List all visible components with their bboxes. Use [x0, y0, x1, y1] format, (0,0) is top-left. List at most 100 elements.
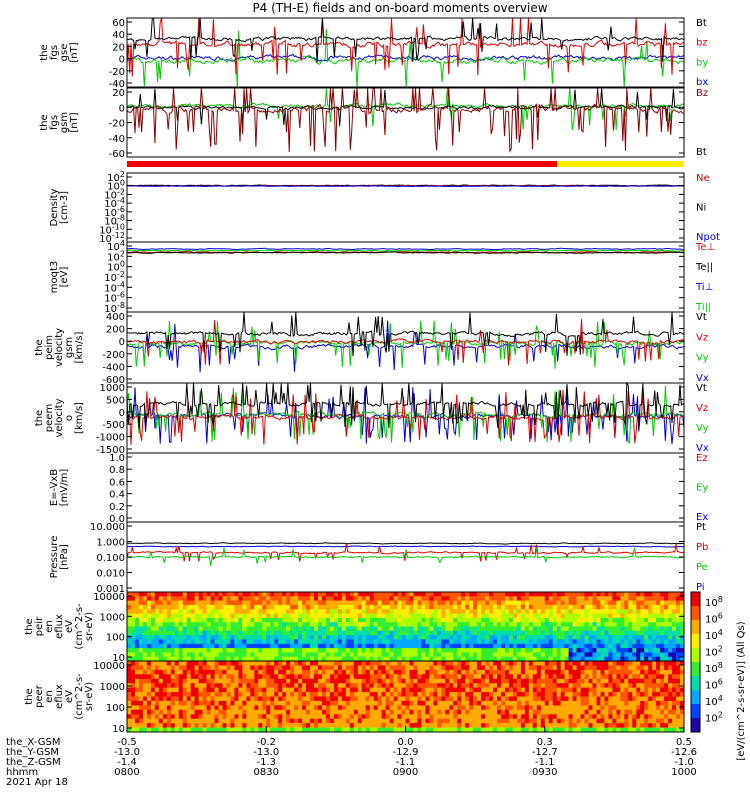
spectro-cell: [524, 669, 530, 675]
spectro-cell: [656, 678, 661, 684]
spectro-cell: [628, 727, 633, 733]
spectro-cell: [345, 613, 351, 619]
spectro-cell: [548, 613, 554, 619]
spectro-cell: [353, 669, 359, 675]
spectro-cell: [286, 674, 291, 680]
spectro-cell: [397, 696, 402, 702]
spectro-cell: [369, 700, 375, 706]
spectro-cell: [497, 643, 502, 649]
spectro-cell: [477, 661, 482, 666]
spectro-cell: [572, 709, 577, 715]
spectro-cell: [636, 678, 641, 684]
spectro-cell: [512, 714, 518, 720]
spectro-cell: [154, 714, 160, 720]
spectro-cell: [592, 630, 597, 636]
spectro-cell: [425, 643, 430, 649]
spectro-cell: [664, 592, 669, 597]
spectro-cell: [131, 639, 136, 645]
spectro-cell: [624, 683, 629, 688]
spectro-cell: [485, 700, 490, 706]
spectro-cell: [218, 617, 223, 623]
spectro-cell: [505, 683, 510, 688]
spectro-cell: [449, 696, 454, 702]
spectro-cell: [568, 592, 573, 597]
spectro-cell: [628, 643, 633, 649]
spectro-cell: [146, 714, 152, 720]
spectro-cell: [672, 613, 677, 619]
spectro-cell: [250, 604, 255, 610]
spectro-cell: [393, 626, 398, 632]
spectro-cell: [548, 700, 554, 706]
spectro-cell: [516, 617, 522, 623]
spectro-cell: [365, 609, 371, 614]
spectro-cell: [405, 600, 410, 606]
y-tick-label: 0.6: [109, 477, 125, 488]
spectro-cell: [664, 635, 669, 640]
spectro-cell: [564, 705, 569, 711]
spectro-cell: [636, 674, 641, 680]
spectro-cell: [481, 604, 486, 610]
spectro-cell: [135, 592, 140, 597]
spectro-cell: [135, 643, 140, 649]
spectro-cell: [377, 592, 382, 597]
spectro-cell: [485, 630, 490, 636]
spectro-cell: [457, 635, 462, 640]
spectro-cell: [612, 617, 617, 623]
spectro-cell: [222, 604, 227, 610]
spectro-cell: [508, 639, 514, 645]
spectro-cell: [544, 723, 550, 728]
spectro-cell: [254, 683, 259, 688]
spectro-cell: [234, 648, 239, 653]
spectro-cell: [349, 622, 355, 627]
spectro-cell: [429, 665, 434, 671]
spectro-cell: [222, 674, 227, 680]
spectro-cell: [357, 609, 363, 614]
spectro-cell: [306, 596, 311, 601]
spectro-cell: [142, 705, 148, 711]
spectro-cell: [385, 622, 390, 627]
spectro-cell: [206, 656, 211, 662]
spectro-cell: [536, 639, 542, 645]
spectro-cell: [644, 617, 649, 623]
spectro-cell: [636, 622, 641, 627]
spectro-cell: [469, 687, 474, 693]
spectro-cell: [397, 665, 402, 671]
spectro-cell: [246, 661, 251, 666]
spectro-cell: [385, 648, 390, 653]
x-row-value: -12.9: [393, 747, 419, 758]
spectro-cell: [425, 617, 430, 623]
y-tick-label: -500: [102, 420, 125, 431]
spectro-cell: [389, 661, 394, 666]
spectro-cell: [485, 665, 490, 671]
spectro-cell: [620, 652, 625, 658]
spectro-cell: [572, 674, 577, 680]
spectro-cell: [186, 648, 192, 653]
spectro-cell: [409, 630, 414, 636]
spectro-cell: [417, 687, 422, 693]
spectro-cell: [664, 665, 669, 671]
spectro-cell: [465, 604, 470, 610]
spectro-cell: [672, 687, 677, 693]
spectro-cell: [170, 617, 176, 623]
spectro-cell: [154, 700, 160, 706]
spectro-cell: [170, 648, 176, 653]
spectro-cell: [656, 683, 661, 688]
spectro-cell: [401, 626, 406, 632]
spectro-cell: [600, 661, 605, 666]
spectro-cell: [190, 669, 196, 675]
spectro-cell: [544, 600, 550, 606]
spectro-cell: [644, 665, 649, 671]
spectro-cell: [584, 639, 589, 645]
spectro-cell: [182, 723, 188, 728]
spectro-cell: [294, 709, 299, 715]
spectro-cell: [461, 700, 466, 706]
spectro-cell: [182, 700, 188, 706]
spectro-cell: [648, 709, 653, 715]
spectro-cell: [481, 687, 486, 693]
spectro-cell: [322, 692, 327, 697]
spectro-cell: [532, 714, 538, 720]
spectro-cell: [202, 604, 207, 610]
spectro-cell: [612, 643, 617, 649]
spectro-cell: [278, 630, 283, 636]
spectro-cell: [337, 709, 343, 715]
